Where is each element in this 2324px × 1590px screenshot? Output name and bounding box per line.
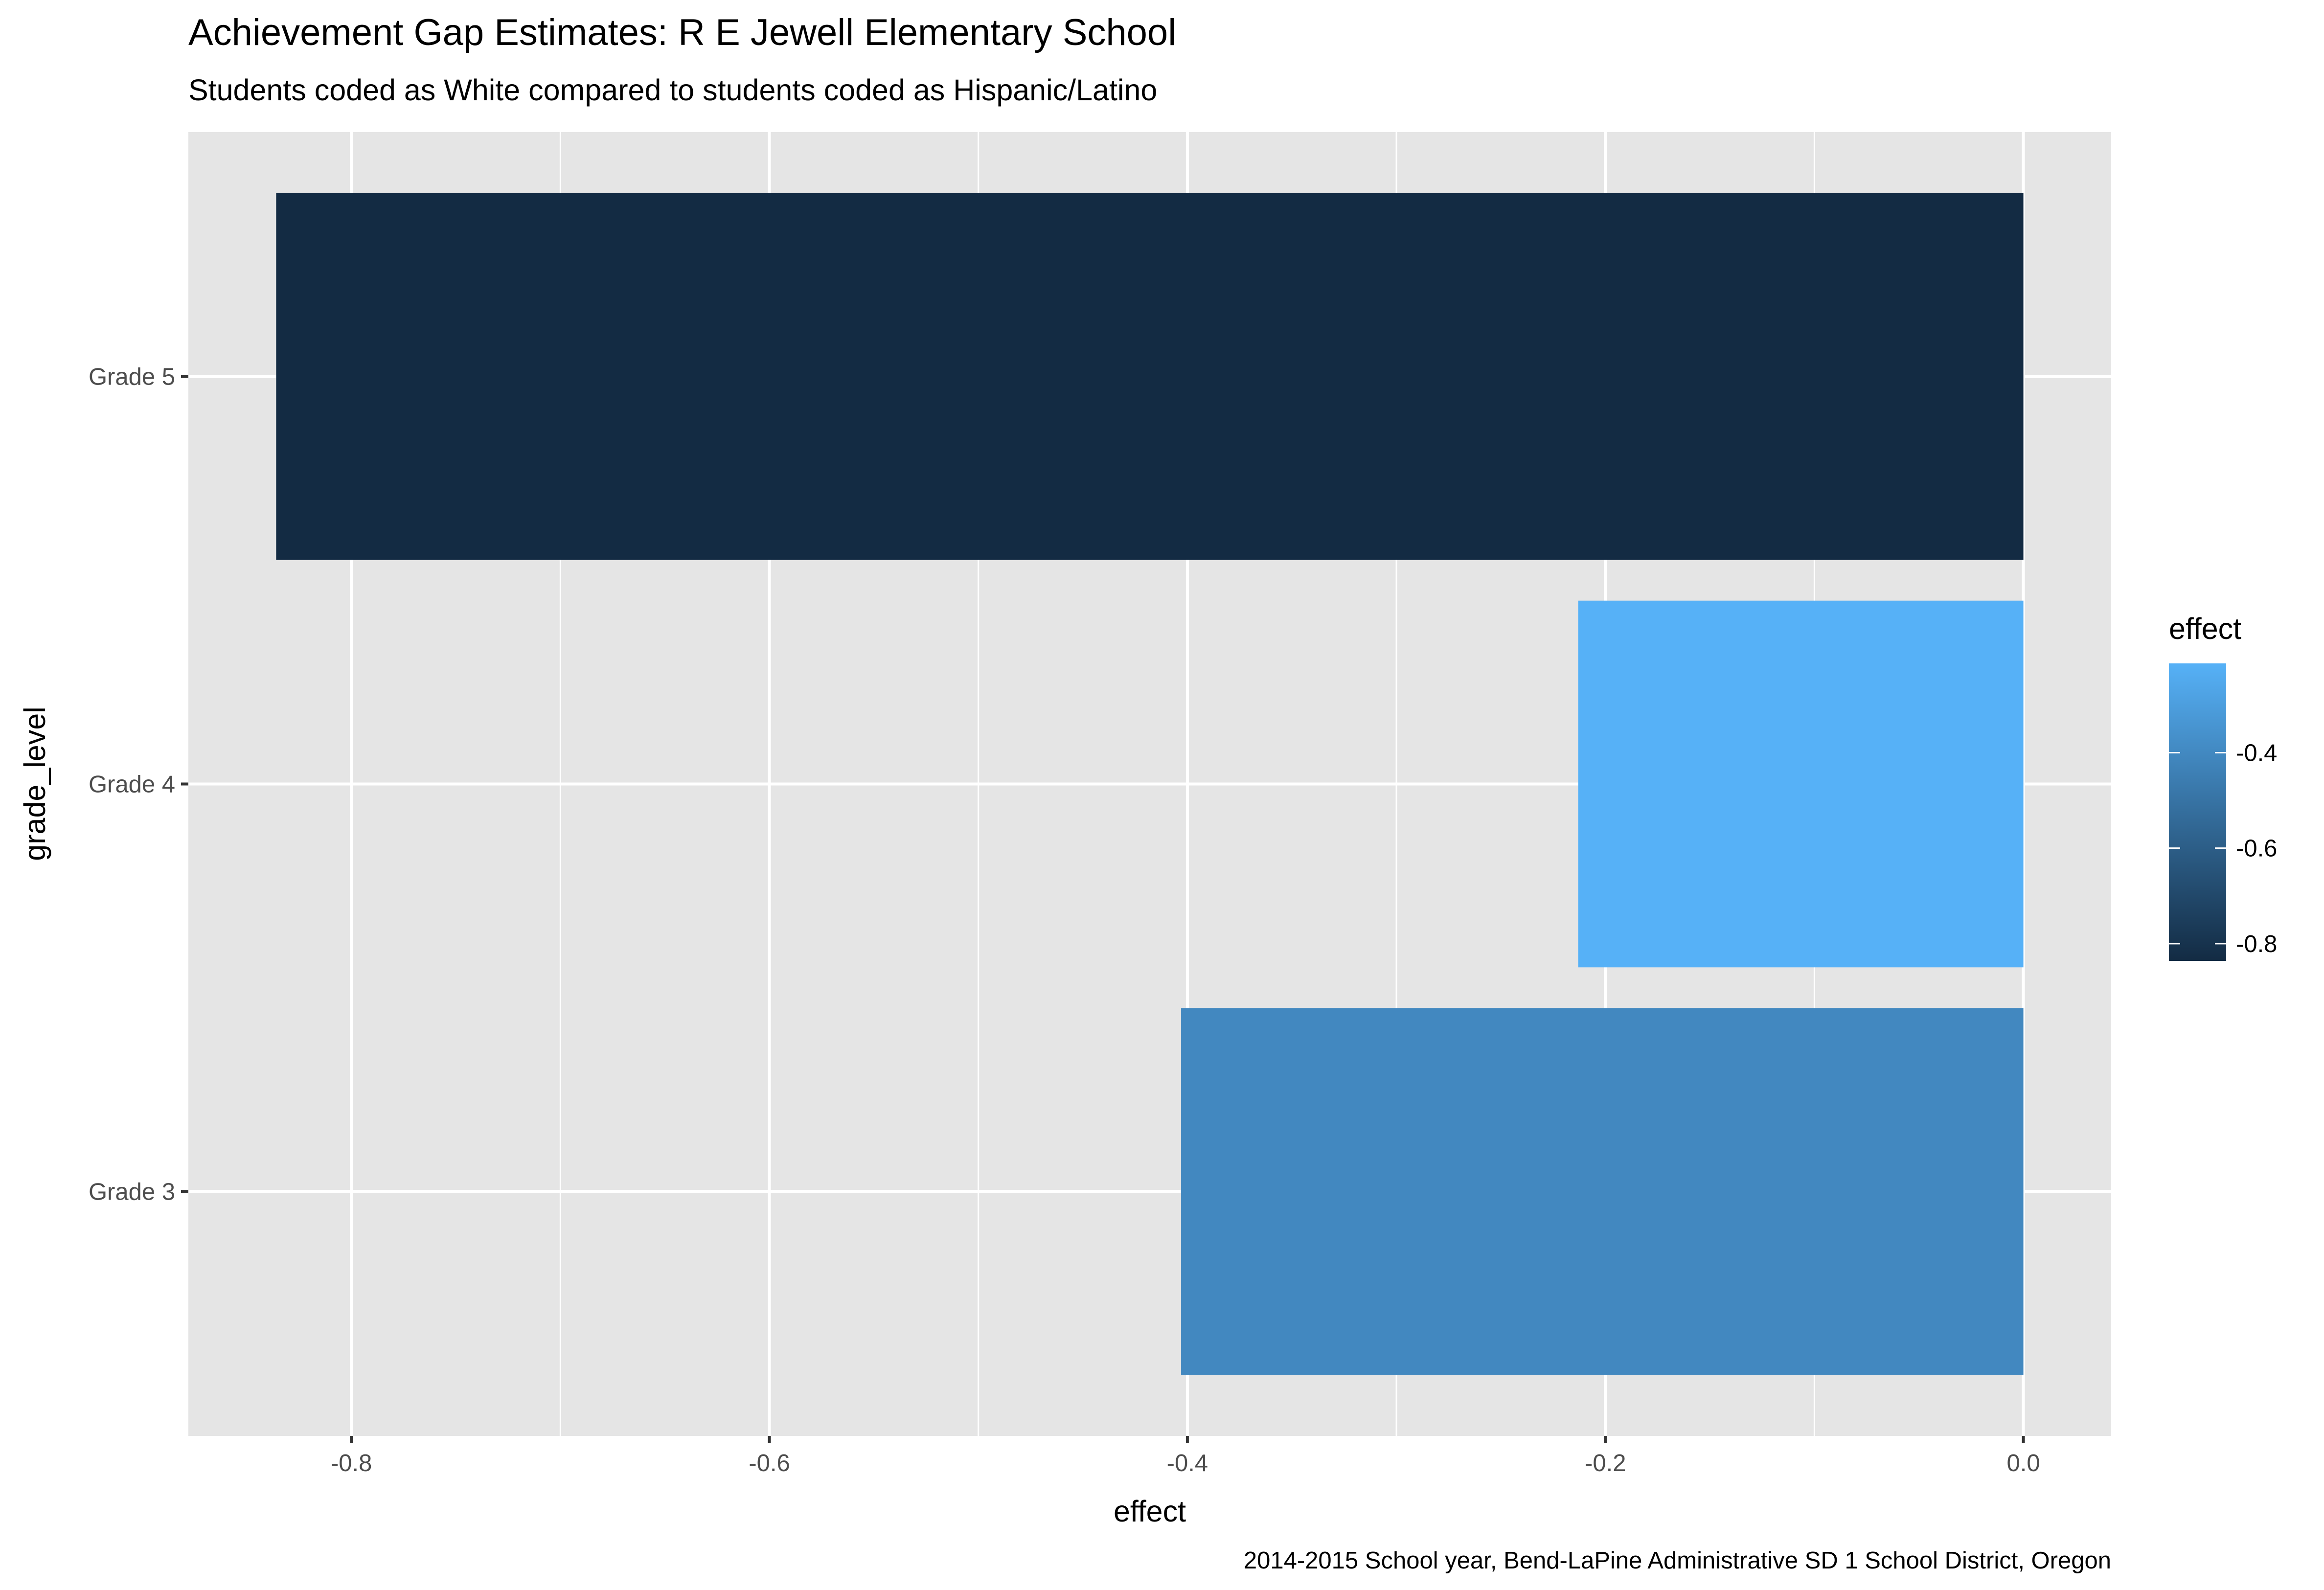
y-tick-label-1: Grade 4 (89, 772, 175, 798)
x-tick-label-0: -0.8 (331, 1450, 372, 1476)
legend-ticks: -0.4 -0.6 -0.8 (2169, 740, 2277, 957)
bar-grade-4 (1578, 600, 2024, 968)
bars (276, 193, 2024, 1375)
x-axis-title: effect (1114, 1495, 1186, 1528)
legend-tick-label-1: -0.6 (2236, 836, 2277, 862)
y-axis: Grade 3 Grade 4 Grade 5 (89, 364, 188, 1205)
bar-grade-3 (1181, 1008, 2024, 1375)
bar-grade-5 (276, 193, 2024, 560)
chart-title: Achievement Gap Estimates: R E Jewell El… (188, 12, 1176, 53)
legend-title: effect (2169, 612, 2241, 645)
y-tick-label-2: Grade 5 (89, 364, 175, 390)
x-axis: -0.8 -0.6 -0.4 -0.2 0.0 (331, 1436, 2040, 1476)
y-axis-title: grade_level (18, 706, 51, 861)
chart-caption: 2014-2015 School year, Bend-LaPine Admin… (1244, 1547, 2111, 1574)
legend: effect -0.4 -0.6 -0.8 (2169, 612, 2277, 961)
x-tick-label-2: -0.4 (1167, 1450, 1208, 1476)
x-tick-label-4: 0.0 (2007, 1450, 2040, 1476)
legend-tick-label-2: -0.8 (2236, 931, 2277, 957)
y-tick-label-0: Grade 3 (89, 1179, 175, 1205)
chart-subtitle: Students coded as White compared to stud… (188, 73, 1157, 107)
legend-tick-label-0: -0.4 (2236, 740, 2277, 766)
legend-colorbar (2169, 663, 2226, 961)
x-tick-label-3: -0.2 (1585, 1450, 1626, 1476)
x-tick-label-1: -0.6 (749, 1450, 790, 1476)
